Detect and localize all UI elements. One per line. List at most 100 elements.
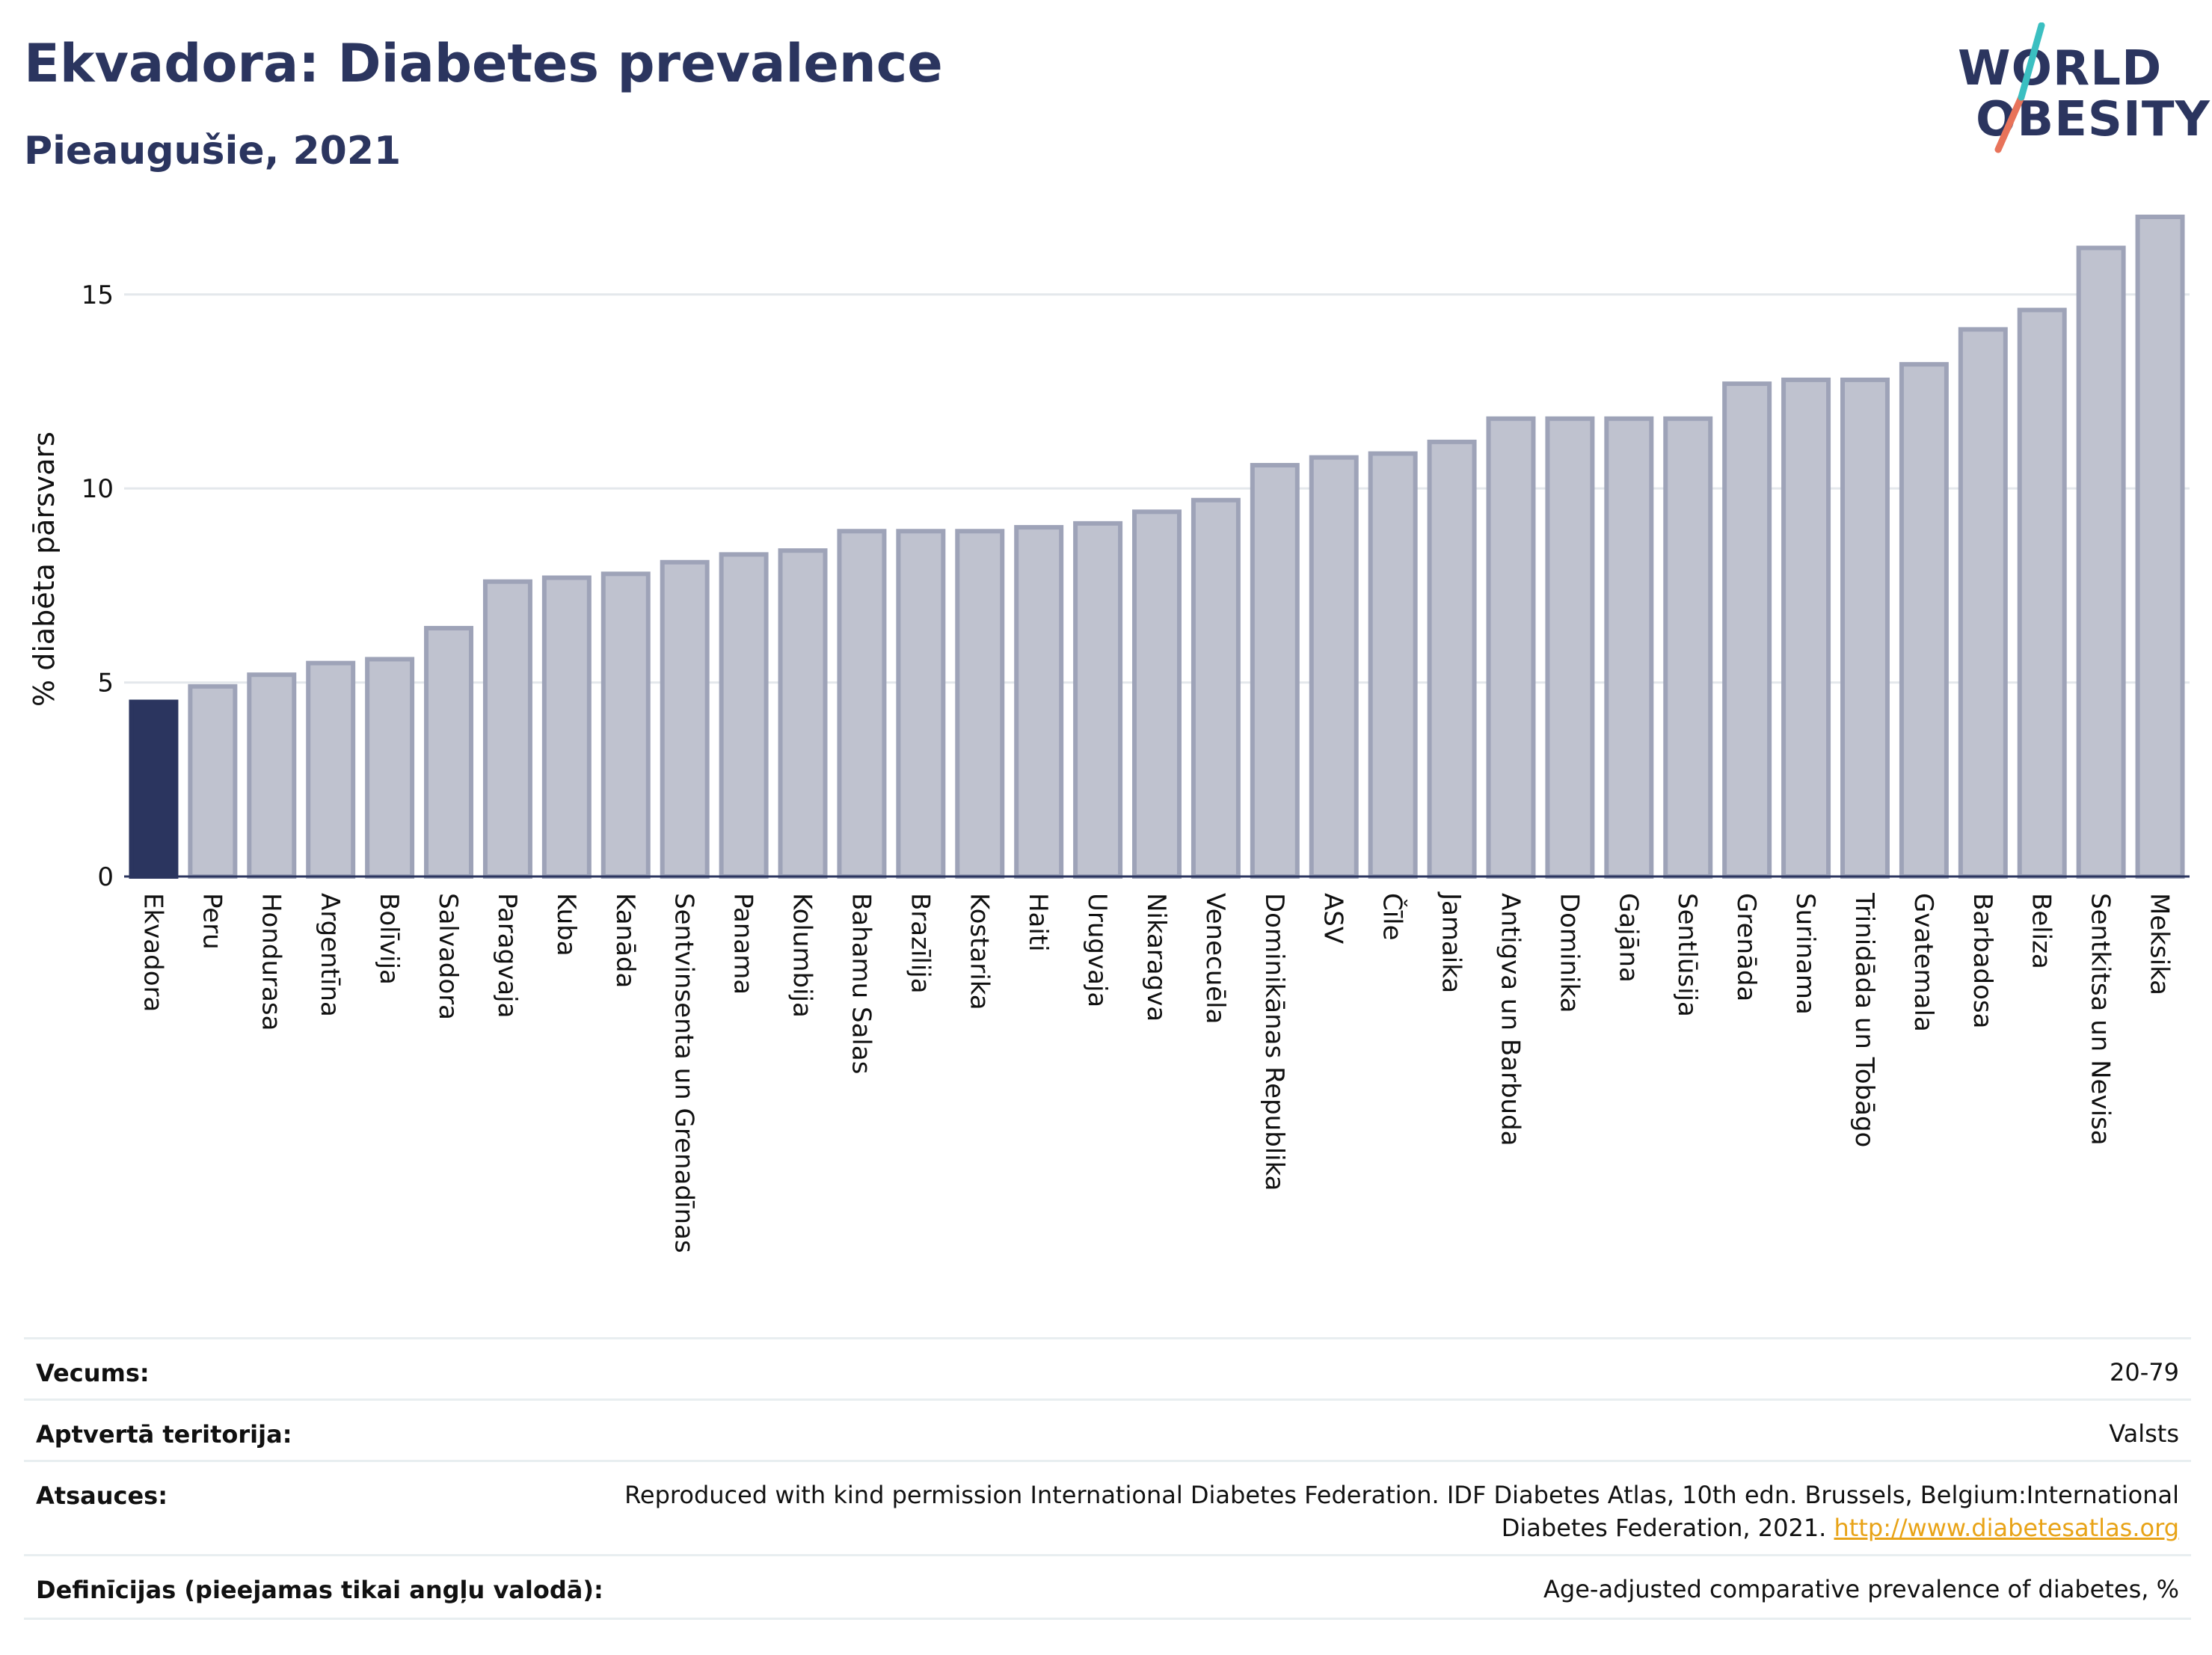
bar-panama (719, 552, 769, 879)
y-axis-ticks: 0 5 10 15 (82, 280, 114, 892)
x-tick-label: Brazīlija (905, 893, 935, 994)
meta-value-references: Reproduced with kind permission Internat… (624, 1479, 2179, 1544)
x-tick-label: Sentlūsija (1672, 893, 1702, 1017)
meta-row-coverage: Aptvertā teritorija: Valsts (24, 1398, 2191, 1462)
x-tick-label: Panama (728, 893, 758, 995)
meta-row-age: Vecums: 20-79 (24, 1337, 2191, 1401)
bar-čīle (1368, 451, 1418, 879)
bar-meksika (2135, 215, 2185, 879)
meta-value-age: 20-79 (2110, 1358, 2179, 1387)
logo-slash-icon (1994, 22, 2045, 153)
x-tick-label: Dominika (1554, 893, 1584, 1013)
bar-sentlūsija (1663, 416, 1713, 879)
bar-peru (188, 684, 238, 879)
bar-venecuēla (1191, 497, 1241, 879)
x-tick-label: Sentkitsa un Nevisa (2086, 893, 2116, 1146)
x-tick-label: Haiti (1023, 893, 1053, 952)
bar-paragvaja (482, 579, 532, 879)
logo-line-1: WORLD (1958, 41, 2163, 96)
bar-kostarika (955, 529, 1005, 879)
bar-asv (1309, 455, 1359, 879)
x-tick-label: Nikaragva (1141, 893, 1171, 1022)
x-tick-label: Gajāna (1613, 893, 1643, 983)
page-title: Ekvadora: Diabetes prevalence (24, 33, 943, 94)
world-obesity-logo: WORLD OBESITY (1944, 22, 2210, 157)
bar-kanāda (600, 571, 651, 879)
bar-sentvinsenta-un-grenadīnas (660, 559, 710, 879)
x-tick-label: Beliza (2027, 893, 2056, 969)
y-axis-label: % diabēta pārsvars (28, 432, 61, 707)
meta-label-definitions: Definīcijas (pieejamas tikai angļu valod… (36, 1576, 603, 1604)
x-tick-label: Čīle (1377, 893, 1408, 941)
x-tick-label: Venecuēla (1200, 893, 1230, 1024)
y-tick-label: 5 (97, 669, 114, 698)
y-tick-label: 0 (97, 862, 114, 892)
bar-beliza (2017, 307, 2067, 879)
x-tick-label: Antigva un Barbuda (1495, 893, 1525, 1146)
chart-bars (129, 215, 2185, 879)
bar-ekvadora (129, 699, 179, 879)
x-tick-label: Paragvaja (492, 893, 522, 1018)
x-tick-label: Hondurasa (256, 893, 286, 1031)
x-tick-label: Argentīna (315, 893, 345, 1017)
bar-bahamu-salas (837, 529, 887, 879)
x-tick-label: Grenāda (1731, 893, 1761, 1001)
x-tick-label: Dominikānas Republika (1259, 893, 1289, 1191)
bar-gajāna (1604, 416, 1654, 879)
x-tick-label: Jamaika (1437, 891, 1466, 993)
meta-label-references: Atsauces: (36, 1481, 168, 1510)
x-tick-label: Kostarika (964, 893, 994, 1010)
x-tick-label: Urugvaja (1082, 893, 1112, 1007)
meta-value-definitions: Age-adjusted comparative prevalence of d… (1543, 1575, 2179, 1603)
bar-sentkitsa-un-nevisa (2076, 245, 2126, 879)
bar-nikaragva (1132, 509, 1182, 879)
meta-value-coverage: Valsts (2109, 1419, 2179, 1448)
references-line-2-text: Diabetes Federation, 2021. (1501, 1514, 1834, 1542)
meta-label-coverage: Aptvertā teritorija: (36, 1420, 292, 1449)
bar-hondurasa (247, 672, 297, 879)
bar-dominikānas-republika (1250, 463, 1300, 879)
bar-surinama (1781, 377, 1831, 879)
y-tick-label: 10 (82, 474, 114, 504)
x-tick-label: Bahamu Salas (846, 893, 876, 1074)
bar-bolīvija (365, 657, 415, 879)
x-tick-label: ASV (1318, 893, 1348, 944)
x-tick-label: Ekvadora (138, 893, 168, 1012)
y-tick-label: 15 (82, 280, 114, 310)
bar-trinidāda-un-tobāgo (1840, 377, 1890, 879)
x-tick-label: Sentvinsenta un Grenadīnas (669, 893, 699, 1253)
bar-antigva-un-barbuda (1486, 416, 1536, 879)
bar-salvadora (424, 625, 474, 879)
x-tick-label: Kanāda (610, 893, 640, 988)
bar-chart: 0 5 10 15 Ekvadora Peru Hondurasa Argentīna Bol… (28, 215, 2190, 1253)
meta-row-definitions: Definīcijas (pieejamas tikai angļu valod… (24, 1554, 2191, 1620)
bar-brazīlija (896, 529, 946, 879)
references-line-2: Diabetes Federation, 2021. http://www.di… (624, 1511, 2179, 1544)
x-tick-label: Surinama (1790, 893, 1820, 1015)
x-axis-labels: Ekvadora Peru Hondurasa Argentīna Bolīvija Sa… (138, 891, 2174, 1253)
bar-jamaika (1427, 439, 1477, 879)
x-tick-label: Bolīvija (374, 893, 404, 985)
x-tick-label: Trinidāda un Tobāgo (1849, 892, 1879, 1147)
references-line-1: Reproduced with kind permission Internat… (624, 1481, 2179, 1509)
meta-label-age: Vecums: (36, 1359, 150, 1387)
x-tick-label: Meksika (2145, 893, 2175, 995)
meta-row-references: Atsauces: Reproduced with kind permissio… (24, 1460, 2191, 1556)
bar-haiti (1014, 525, 1064, 879)
bar-grenāda (1722, 381, 1772, 879)
x-tick-label: Kolumbija (787, 893, 817, 1018)
diabetesatlas-link[interactable]: http://www.diabetesatlas.org (1834, 1514, 2179, 1542)
x-tick-label: Peru (197, 893, 227, 950)
bar-barbadosa (1958, 327, 2008, 879)
page-subtitle: Pieaugušie, 2021 (24, 129, 402, 174)
x-tick-label: Kuba (551, 893, 581, 957)
x-tick-label: Barbadosa (1967, 893, 1997, 1029)
bar-dominika (1545, 416, 1595, 879)
x-tick-label: Salvadora (433, 893, 463, 1020)
bar-kolumbija (778, 548, 828, 879)
x-tick-label: Gvatemala (1908, 893, 1938, 1032)
bar-gvatemala (1899, 362, 1949, 879)
bar-kuba (541, 575, 592, 879)
bar-urugvaja (1073, 521, 1123, 879)
bar-argentīna (306, 660, 356, 879)
